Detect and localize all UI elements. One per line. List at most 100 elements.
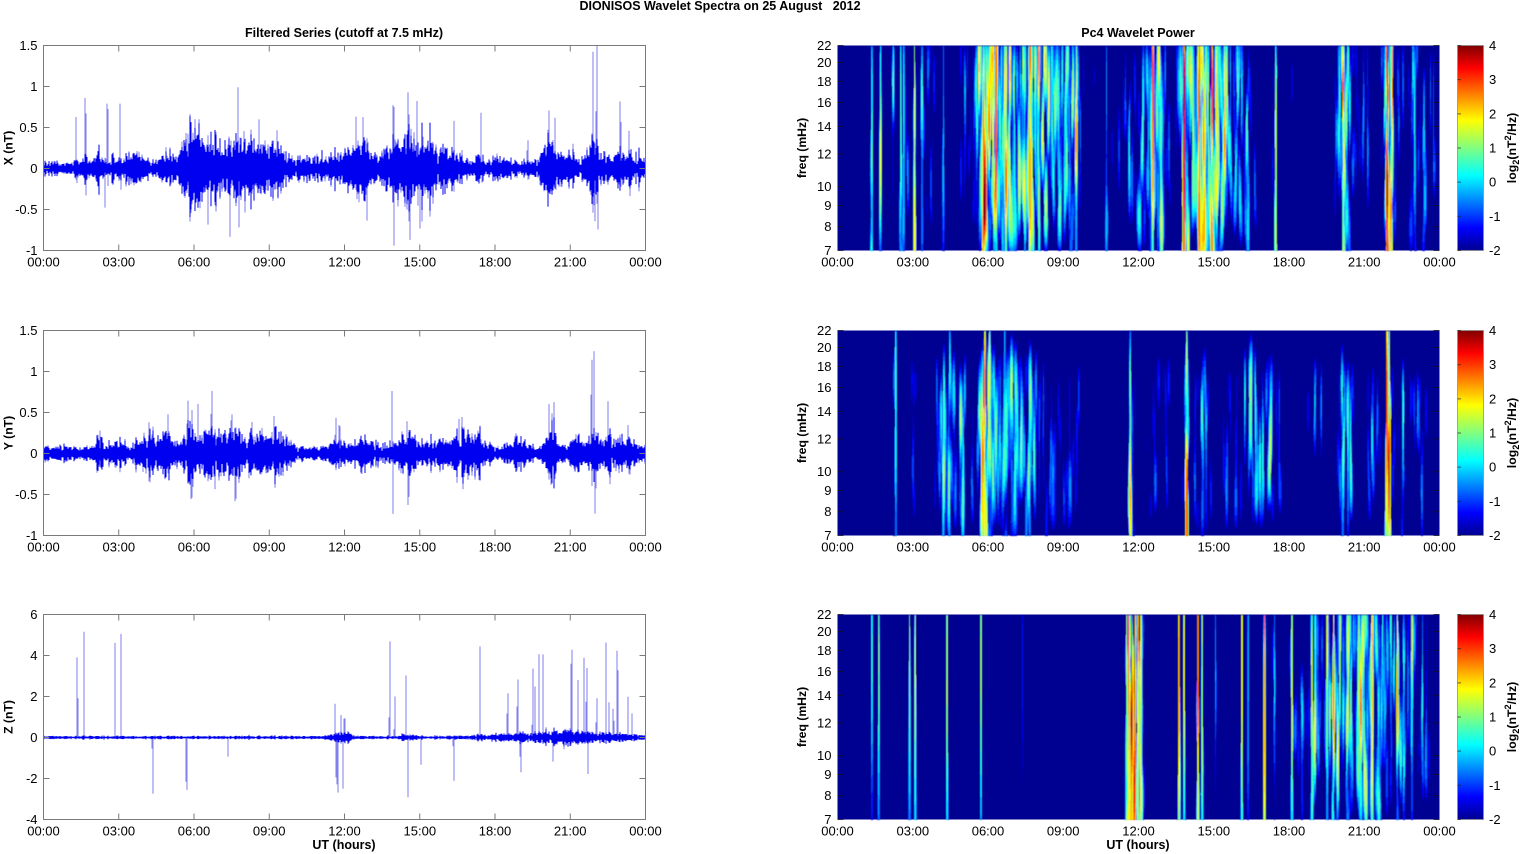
- svg-text:12:00: 12:00: [1122, 255, 1155, 270]
- svg-text:18:00: 18:00: [1273, 540, 1306, 555]
- svg-text:15:00: 15:00: [404, 540, 437, 555]
- svg-text:00:00: 00:00: [821, 540, 854, 555]
- svg-text:3: 3: [1489, 641, 1496, 656]
- svg-text:-1: -1: [1489, 209, 1501, 224]
- svg-text:12:00: 12:00: [328, 540, 361, 555]
- svg-text:0.5: 0.5: [19, 120, 37, 135]
- svg-text:18:00: 18:00: [479, 540, 512, 555]
- svg-text:06:00: 06:00: [972, 824, 1005, 839]
- svg-text:1.5: 1.5: [19, 38, 37, 53]
- svg-text:20: 20: [817, 624, 831, 639]
- svg-text:18:00: 18:00: [1273, 255, 1306, 270]
- svg-text:9: 9: [824, 483, 831, 498]
- svg-text:03:00: 03:00: [897, 540, 930, 555]
- svg-text:6: 6: [30, 607, 37, 622]
- svg-text:DIONISOS Wavelet Spectra on 25: DIONISOS Wavelet Spectra on 25 August 20…: [579, 0, 860, 13]
- svg-text:00:00: 00:00: [27, 255, 60, 270]
- svg-text:1: 1: [30, 364, 37, 379]
- svg-text:1: 1: [1489, 426, 1496, 441]
- svg-text:12:00: 12:00: [1122, 824, 1155, 839]
- svg-text:06:00: 06:00: [972, 540, 1005, 555]
- svg-text:1: 1: [1489, 710, 1496, 725]
- svg-text:00:00: 00:00: [1423, 824, 1456, 839]
- svg-text:log2(nT2/Hz): log2(nT2/Hz): [1503, 398, 1521, 468]
- svg-text:00:00: 00:00: [629, 540, 662, 555]
- svg-text:-2: -2: [26, 771, 38, 786]
- svg-text:-1: -1: [26, 528, 38, 543]
- svg-text:03:00: 03:00: [897, 824, 930, 839]
- svg-text:freq (mHz): freq (mHz): [795, 687, 809, 747]
- svg-text:00:00: 00:00: [27, 824, 60, 839]
- svg-text:00:00: 00:00: [821, 824, 854, 839]
- svg-text:21:00: 21:00: [554, 824, 587, 839]
- svg-text:14: 14: [817, 119, 831, 134]
- svg-text:9: 9: [824, 767, 831, 782]
- svg-text:09:00: 09:00: [1047, 824, 1080, 839]
- svg-text:Y (nT): Y (nT): [2, 416, 16, 450]
- svg-text:2: 2: [1489, 106, 1496, 121]
- svg-text:09:00: 09:00: [253, 824, 286, 839]
- svg-text:freq (mHz): freq (mHz): [795, 403, 809, 463]
- svg-text:06:00: 06:00: [178, 540, 211, 555]
- svg-text:4: 4: [1489, 323, 1496, 338]
- svg-text:00:00: 00:00: [1423, 540, 1456, 555]
- svg-text:03:00: 03:00: [103, 540, 136, 555]
- svg-text:09:00: 09:00: [253, 255, 286, 270]
- svg-text:18: 18: [817, 359, 831, 374]
- svg-text:20: 20: [817, 340, 831, 355]
- svg-text:12: 12: [817, 432, 831, 447]
- svg-text:00:00: 00:00: [629, 255, 662, 270]
- svg-text:15:00: 15:00: [404, 824, 437, 839]
- svg-text:4: 4: [30, 648, 37, 663]
- svg-text:3: 3: [1489, 357, 1496, 372]
- svg-text:15:00: 15:00: [1198, 824, 1231, 839]
- svg-text:20: 20: [817, 55, 831, 70]
- svg-text:1: 1: [1489, 141, 1496, 156]
- svg-text:21:00: 21:00: [554, 540, 587, 555]
- svg-text:09:00: 09:00: [1047, 540, 1080, 555]
- svg-text:22: 22: [817, 38, 831, 53]
- svg-text:22: 22: [817, 323, 831, 338]
- svg-text:00:00: 00:00: [27, 540, 60, 555]
- svg-text:8: 8: [824, 219, 831, 234]
- svg-text:0: 0: [1489, 460, 1496, 475]
- svg-text:-1: -1: [26, 243, 38, 258]
- svg-text:-0.5: -0.5: [15, 202, 37, 217]
- svg-text:09:00: 09:00: [253, 540, 286, 555]
- svg-text:0: 0: [1489, 175, 1496, 190]
- svg-text:0: 0: [30, 161, 37, 176]
- svg-text:21:00: 21:00: [1348, 255, 1381, 270]
- svg-text:7: 7: [824, 528, 831, 543]
- svg-text:06:00: 06:00: [972, 255, 1005, 270]
- svg-text:18:00: 18:00: [479, 255, 512, 270]
- svg-text:-0.5: -0.5: [15, 487, 37, 502]
- svg-text:21:00: 21:00: [1348, 824, 1381, 839]
- svg-text:10: 10: [817, 748, 831, 763]
- svg-text:8: 8: [824, 504, 831, 519]
- svg-text:2: 2: [1489, 391, 1496, 406]
- svg-text:18:00: 18:00: [479, 824, 512, 839]
- svg-text:-4: -4: [26, 812, 38, 827]
- svg-text:12:00: 12:00: [328, 824, 361, 839]
- svg-text:freq (mHz): freq (mHz): [795, 118, 809, 178]
- svg-text:09:00: 09:00: [1047, 255, 1080, 270]
- svg-text:00:00: 00:00: [821, 255, 854, 270]
- svg-text:log2(nT2/Hz): log2(nT2/Hz): [1503, 113, 1521, 183]
- svg-text:log2(nT2/Hz): log2(nT2/Hz): [1503, 682, 1521, 752]
- svg-text:21:00: 21:00: [1348, 540, 1381, 555]
- svg-text:2: 2: [30, 689, 37, 704]
- svg-text:8: 8: [824, 788, 831, 803]
- svg-text:18:00: 18:00: [1273, 824, 1306, 839]
- svg-text:16: 16: [817, 380, 831, 395]
- svg-text:15:00: 15:00: [1198, 255, 1231, 270]
- svg-text:2: 2: [1489, 675, 1496, 690]
- svg-text:16: 16: [817, 664, 831, 679]
- svg-text:Pc4 Wavelet Power: Pc4 Wavelet Power: [1081, 26, 1195, 40]
- svg-text:00:00: 00:00: [629, 824, 662, 839]
- svg-text:-2: -2: [1489, 528, 1501, 543]
- svg-text:0: 0: [1489, 744, 1496, 759]
- svg-text:10: 10: [817, 179, 831, 194]
- svg-text:15:00: 15:00: [404, 255, 437, 270]
- svg-text:22: 22: [817, 607, 831, 622]
- svg-text:3: 3: [1489, 72, 1496, 87]
